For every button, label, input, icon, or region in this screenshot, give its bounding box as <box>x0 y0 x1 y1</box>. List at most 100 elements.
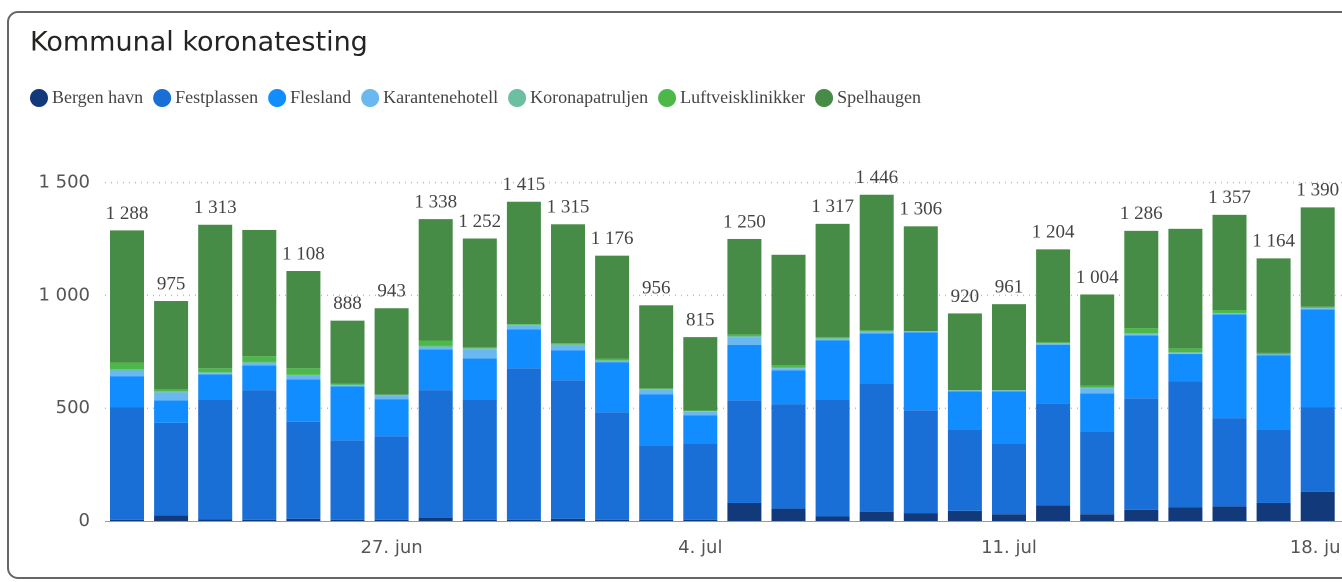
x-tick-label: 18. jul <box>1290 537 1342 558</box>
bar-segment <box>1080 514 1115 521</box>
legend-label: Spelhaugen <box>837 87 921 107</box>
bar-segment <box>1212 506 1247 521</box>
bar-segment <box>1256 502 1291 521</box>
bar-segment <box>242 361 277 364</box>
bar-segment <box>992 391 1026 444</box>
bar-segment <box>639 389 674 395</box>
bar-segment <box>418 349 453 391</box>
bar-segment <box>771 508 806 521</box>
bar-segment <box>683 410 718 412</box>
bar-segment <box>286 271 321 369</box>
bar-segment <box>418 219 453 341</box>
bar-segment <box>1036 342 1071 344</box>
bar-segment <box>154 515 189 521</box>
bar-segment <box>1168 228 1203 349</box>
legend-label: Bergen havn <box>52 87 143 107</box>
bar-segment <box>1036 343 1071 344</box>
bar-segment <box>1124 328 1159 334</box>
total-label: 1 252 <box>458 211 501 232</box>
bar-segment <box>1168 354 1203 382</box>
bar-segment <box>330 384 365 386</box>
bar-segment <box>551 345 585 351</box>
bar-segment <box>506 324 541 326</box>
bar-segment <box>815 516 850 521</box>
total-label: 1 286 <box>1120 203 1163 224</box>
bar-segment <box>947 391 982 430</box>
bar-segment <box>815 337 850 339</box>
bar-segment <box>595 412 630 520</box>
total-label: 943 <box>377 281 406 302</box>
bar-segment <box>1168 352 1203 354</box>
bar-segment <box>110 362 144 370</box>
bar-segment <box>418 390 453 518</box>
bar-segment <box>506 368 541 520</box>
bar-segment <box>1036 249 1071 343</box>
bar-segment <box>595 519 630 521</box>
bar-segment <box>771 365 806 368</box>
bar-segment <box>154 301 189 390</box>
bar-segment <box>374 519 409 521</box>
bar-segment <box>1080 431 1115 515</box>
bar-segment <box>595 360 630 362</box>
bar-segment <box>815 223 850 338</box>
legend-marker <box>658 89 677 107</box>
legend-marker <box>361 89 380 107</box>
legend-label: Luftveisklinikker <box>680 87 805 107</box>
bar-segment <box>1124 398 1159 510</box>
x-tick-label: 27. jun <box>361 537 423 558</box>
bar-segment <box>639 389 674 390</box>
bar-segment <box>1124 335 1159 399</box>
total-label: 1 164 <box>1252 231 1295 252</box>
bar-segment <box>110 230 144 363</box>
bar-segment <box>1300 407 1335 492</box>
bar-segment <box>551 380 585 519</box>
bar-segment <box>330 386 365 441</box>
bar-segment <box>771 367 806 369</box>
bar-segment <box>1300 308 1335 310</box>
bar-segment <box>1124 230 1159 329</box>
bar-segment <box>462 348 497 350</box>
bar-segment <box>595 361 630 363</box>
bar-segment <box>506 329 541 369</box>
total-label: 1 204 <box>1032 222 1075 243</box>
bar-segment <box>1168 353 1203 355</box>
bar-segment <box>154 422 189 516</box>
bar-segment <box>418 340 453 346</box>
bar-segment <box>551 518 585 521</box>
bar-segment <box>1212 313 1247 315</box>
bar-segment <box>1256 352 1291 355</box>
bar-segment <box>1080 385 1115 388</box>
bar-segment <box>903 331 938 333</box>
total-label: 815 <box>686 309 715 330</box>
bar-segment <box>110 407 144 520</box>
bar-segment <box>992 443 1026 515</box>
bar-segment <box>506 324 541 325</box>
y-tick-label: 0 <box>79 510 90 531</box>
bar-segment <box>374 436 409 520</box>
total-label: 1 306 <box>899 199 942 220</box>
bar-segment <box>683 411 718 416</box>
bar-segment <box>1036 505 1071 521</box>
bar-segment <box>595 255 630 359</box>
bar-segment <box>683 415 718 444</box>
bar-segment <box>859 330 894 332</box>
bar-segment <box>727 337 762 346</box>
bar-segment <box>330 385 365 387</box>
bar-segment <box>462 358 497 400</box>
bar-segment <box>286 379 321 422</box>
total-label: 888 <box>333 293 362 314</box>
bar-segment <box>374 399 409 437</box>
bar-segment <box>154 389 189 392</box>
legend-label: Flesland <box>290 87 351 107</box>
bar-segment <box>286 368 321 375</box>
bar-segment <box>242 365 277 391</box>
bar-segment <box>110 369 144 371</box>
bar-segment <box>242 519 277 521</box>
bar-segment <box>727 238 762 335</box>
bar-segment <box>154 400 189 423</box>
bar-segment <box>110 519 144 521</box>
bar-segment <box>1124 334 1159 336</box>
bar-segment <box>286 374 321 376</box>
bar-segment <box>947 429 982 511</box>
bar-segment <box>1036 345 1071 404</box>
